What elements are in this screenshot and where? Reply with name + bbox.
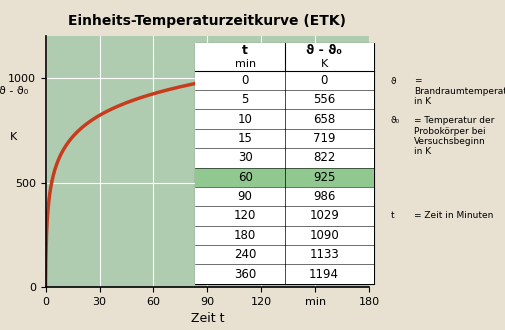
Text: ϑ - ϑ₀: ϑ - ϑ₀ [0,86,28,96]
Text: K: K [320,59,327,69]
Text: 658: 658 [313,113,335,125]
Text: ϑ: ϑ [390,77,395,85]
Bar [194,109,374,129]
Text: = Brandraumtemperatur in K: = Brandraumtemperatur in K [413,77,505,106]
Text: 180: 180 [233,229,256,242]
Text: 925: 925 [312,171,335,184]
Bar [194,71,374,90]
Bar [194,187,374,206]
Text: 120: 120 [233,210,256,222]
Text: 822: 822 [312,151,335,164]
Text: 90: 90 [237,190,252,203]
Text: ϑ - ϑ₀: ϑ - ϑ₀ [306,44,341,57]
Text: 30: 30 [237,151,252,164]
Bar [194,148,374,168]
Text: 556: 556 [313,93,335,106]
Bar [194,245,374,264]
Text: 60: 60 [237,171,252,184]
Text: = Zeit in Minuten: = Zeit in Minuten [413,211,492,220]
X-axis label: Zeit t: Zeit t [190,313,224,325]
Bar [194,43,374,71]
Text: 360: 360 [233,268,256,280]
Bar [194,168,374,187]
Text: 1029: 1029 [309,210,338,222]
Text: K: K [10,132,17,142]
Text: 15: 15 [237,132,252,145]
Text: ϑ₀: ϑ₀ [390,116,399,125]
Text: t: t [390,211,393,220]
Text: 1194: 1194 [309,268,338,280]
Text: t: t [242,44,247,57]
Text: 1090: 1090 [309,229,338,242]
Text: 986: 986 [312,190,335,203]
Text: 1133: 1133 [309,248,338,261]
Text: 0: 0 [320,74,327,87]
Text: = Temperatur der
Probokörper bei
Versuchsbeginn
in K: = Temperatur der Probokörper bei Versuch… [413,116,493,156]
Bar [194,226,374,245]
Text: 10: 10 [237,113,252,125]
Text: 719: 719 [312,132,335,145]
Bar [194,90,374,109]
Bar [194,206,374,226]
Bar [194,264,374,284]
Text: 0: 0 [241,74,248,87]
Text: 5: 5 [241,93,248,106]
Text: min: min [234,59,255,69]
Text: 240: 240 [233,248,256,261]
Bar [194,129,374,148]
Title: Einheits-Temperaturzeitkurve (ETK): Einheits-Temperaturzeitkurve (ETK) [68,14,346,28]
